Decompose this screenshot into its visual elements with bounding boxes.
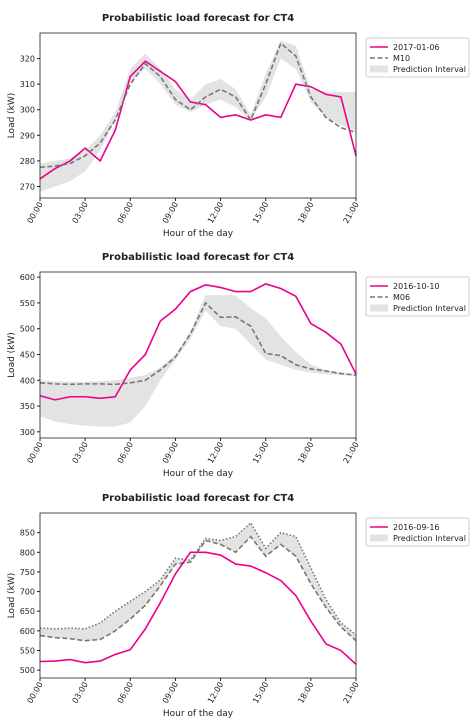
x-tick-label: 12:00 xyxy=(206,681,225,705)
y-tick-label: 450 xyxy=(20,350,35,359)
x-tick-label: 06:00 xyxy=(116,441,135,465)
x-tick-label: 09:00 xyxy=(161,201,180,225)
plot-frame xyxy=(39,271,357,439)
legend-box xyxy=(365,517,470,547)
y-tick-label: 850 xyxy=(20,529,35,538)
x-tick-label: 00:00 xyxy=(25,441,44,465)
x-tick-label: 00:00 xyxy=(25,681,44,705)
x-tick-label: 18:00 xyxy=(296,441,315,465)
y-tick-label: 350 xyxy=(20,402,35,411)
legend-label: Prediction Interval xyxy=(393,534,466,543)
y-tick-label: 280 xyxy=(20,157,35,166)
y-tick-label: 300 xyxy=(20,106,35,115)
y-tick-label: 290 xyxy=(20,131,35,140)
prediction-interval xyxy=(40,522,356,641)
legend-label: Prediction Interval xyxy=(393,65,466,74)
y-tick-label: 600 xyxy=(20,273,35,282)
legend-swatch xyxy=(370,304,388,312)
y-tick-label: 300 xyxy=(20,428,35,437)
legend-label: 2016-09-16 xyxy=(393,523,440,532)
chart-title: Probabilistic load forecast for CT4 xyxy=(102,13,294,24)
legend-label: 2017-01-06 xyxy=(393,43,440,52)
legend-label: 2016-10-10 xyxy=(393,282,440,291)
legend-box xyxy=(365,37,470,78)
x-axis-label: Hour of the day xyxy=(163,229,234,239)
x-tick-label: 00:00 xyxy=(25,201,44,225)
y-tick-label: 650 xyxy=(20,607,35,616)
chart: Probabilistic load forecast for CT4 500 55… xyxy=(7,493,470,719)
x-tick-label: 21:00 xyxy=(341,201,360,225)
y-tick-label: 500 xyxy=(20,325,35,334)
prediction-interval xyxy=(40,40,356,192)
y-tick-label: 500 xyxy=(20,666,35,675)
y-tick-label: 600 xyxy=(20,627,35,636)
prediction-interval xyxy=(40,295,356,427)
x-tick-label: 15:00 xyxy=(251,681,270,705)
legend-swatch xyxy=(370,534,388,542)
chart: Probabilistic load forecast for CT4 300 35… xyxy=(7,252,470,479)
y-tick-label: 550 xyxy=(20,299,35,308)
y-tick-label: 700 xyxy=(20,588,35,597)
series-line xyxy=(39,282,357,401)
y-tick-label: 750 xyxy=(20,568,35,577)
legend-box xyxy=(365,276,470,317)
x-axis-label: Hour of the day xyxy=(163,709,234,719)
x-tick-label: 18:00 xyxy=(296,201,315,225)
x-tick-label: 15:00 xyxy=(251,201,270,225)
series-line xyxy=(39,41,357,169)
x-tick-label: 21:00 xyxy=(341,441,360,465)
series-line xyxy=(39,301,357,386)
x-tick-label: 06:00 xyxy=(116,681,135,705)
y-tick-label: 310 xyxy=(20,80,35,89)
x-tick-label: 12:00 xyxy=(206,201,225,225)
interval-edge xyxy=(39,521,357,636)
x-tick-label: 03:00 xyxy=(71,681,90,705)
y-tick-label: 400 xyxy=(20,376,35,385)
interval-edge xyxy=(39,535,357,642)
x-tick-label: 06:00 xyxy=(116,201,135,225)
chart-title: Probabilistic load forecast for CT4 xyxy=(102,252,294,263)
x-tick-label: 09:00 xyxy=(161,441,180,465)
plot-frame xyxy=(39,32,357,199)
y-tick-label: 320 xyxy=(20,55,35,64)
y-tick-label: 550 xyxy=(20,647,35,656)
legend-label: M10 xyxy=(393,54,410,63)
chart-title: Probabilistic load forecast for CT4 xyxy=(102,493,294,504)
y-tick-label: 270 xyxy=(20,182,35,191)
x-tick-label: 21:00 xyxy=(341,681,360,705)
y-axis-label: Load (kW) xyxy=(7,573,17,619)
y-tick-label: 800 xyxy=(20,548,35,557)
x-tick-label: 03:00 xyxy=(71,441,90,465)
chart: Probabilistic load forecast for CT4 270 28… xyxy=(7,13,470,239)
series-line xyxy=(39,551,357,665)
x-tick-label: 09:00 xyxy=(161,681,180,705)
y-axis-label: Load (kW) xyxy=(7,332,17,378)
legend-label: Prediction Interval xyxy=(393,304,466,313)
legend-swatch xyxy=(370,65,388,73)
x-tick-label: 12:00 xyxy=(206,441,225,465)
y-axis-label: Load (kW) xyxy=(7,93,17,139)
legend-label: M06 xyxy=(393,293,410,302)
x-axis-label: Hour of the day xyxy=(163,469,234,479)
x-tick-label: 15:00 xyxy=(251,441,270,465)
x-tick-label: 03:00 xyxy=(71,201,90,225)
x-tick-label: 18:00 xyxy=(296,681,315,705)
plot-frame xyxy=(39,512,357,679)
